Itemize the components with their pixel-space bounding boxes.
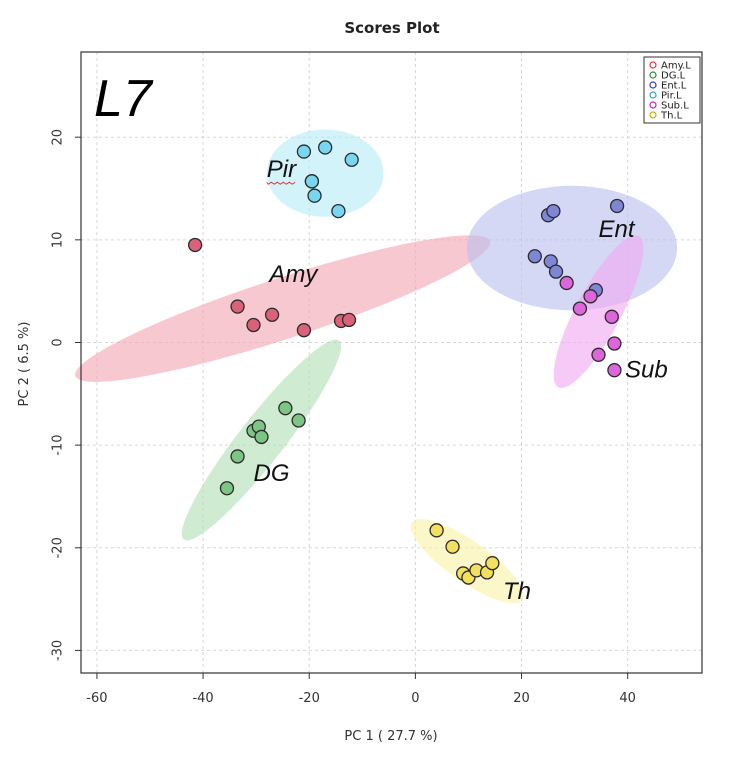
point-dg: [291, 413, 306, 428]
group-label-sub: Sub: [625, 356, 668, 383]
legend-entry-pir: Pir.L: [661, 91, 682, 102]
legend-entry-dg: DG.L: [661, 71, 686, 82]
panel-label: L7: [94, 70, 154, 128]
spellcheck-underline: [266, 181, 296, 185]
point-dg: [219, 481, 235, 496]
x-tick-label: 0: [411, 691, 419, 706]
y-tick-label: -30: [51, 640, 66, 661]
point-th: [429, 523, 444, 538]
point-pir: [344, 152, 359, 167]
point-amy: [341, 312, 357, 328]
group-label-th: Th: [503, 578, 531, 605]
point-ent: [609, 198, 625, 214]
group-label-amy: Amy: [267, 261, 319, 288]
group-label-dg: DG: [254, 460, 290, 487]
point-pir: [331, 203, 346, 219]
point-pir: [304, 174, 320, 189]
point-pir: [318, 140, 333, 155]
point-ent: [546, 203, 561, 219]
ellipse-ent: [466, 185, 678, 311]
x-tick-label: -40: [192, 691, 213, 706]
point-pir: [296, 144, 312, 159]
y-tick-label: 10: [51, 232, 66, 249]
ellipse-amy: [75, 235, 491, 382]
point-ent: [527, 249, 542, 264]
x-tick-label: -20: [299, 691, 320, 706]
y-tick-label: -10: [51, 435, 66, 456]
legend-marker-pir: [649, 91, 657, 99]
point-amy: [187, 237, 203, 253]
group-label-ent: Ent: [599, 216, 636, 243]
ellipse-pir: [266, 129, 384, 217]
group-label-pir: Pir: [267, 156, 297, 183]
legend-entry-ent: Ent.L: [661, 81, 687, 92]
plot-frame: [80, 51, 703, 674]
ellipse-sub: [553, 235, 644, 389]
point-sub: [607, 336, 622, 351]
legend-marker-ent: [649, 81, 657, 89]
point-th: [445, 539, 460, 554]
point-dg: [230, 449, 245, 464]
point-sub: [559, 275, 574, 291]
point-amy: [264, 307, 280, 322]
point-pir: [307, 188, 322, 203]
point-ent: [548, 264, 564, 279]
point-sub: [583, 289, 598, 304]
legend-marker-amy: [649, 61, 657, 69]
chart-title: Scores Plot: [344, 19, 439, 37]
x-tick-label: 20: [513, 691, 530, 706]
x-axis-title: PC 1 ( 27.7 %): [344, 729, 437, 744]
axes: -60 -40 -20 0 20 40 -30 -20 -10 0 10 20: [51, 129, 636, 706]
point-dg: [254, 429, 269, 445]
y-axis-title: PC 2 ( 6.5 %): [17, 322, 32, 407]
group-labels: Amy DG Ent Pir Sub Th: [254, 156, 668, 605]
ellipse-th: [410, 518, 525, 604]
point-sub: [591, 347, 606, 362]
point-amy: [230, 299, 245, 314]
score-points: [187, 140, 625, 585]
legend-entry-th: Th.L: [660, 111, 683, 122]
x-tick-label: 40: [619, 691, 636, 706]
x-tick-label: -60: [86, 691, 107, 706]
legend-marker-sub: [649, 101, 657, 109]
point-amy: [246, 317, 261, 333]
point-dg: [278, 401, 293, 416]
y-tick-label: 0: [51, 338, 66, 346]
y-tick-label: -20: [51, 537, 66, 558]
point-sub: [607, 363, 622, 378]
legend-marker-dg: [649, 71, 657, 79]
point-sub: [604, 309, 619, 324]
y-tick-label: 20: [51, 129, 66, 146]
legend-entry-sub: Sub.L: [661, 101, 689, 112]
confidence-ellipses: [75, 129, 678, 604]
point-sub: [572, 301, 588, 316]
legend-marker-th: [649, 111, 657, 119]
point-amy: [296, 323, 312, 338]
point-th: [485, 556, 500, 571]
legend-entry-amy: Amy.L: [661, 61, 691, 72]
